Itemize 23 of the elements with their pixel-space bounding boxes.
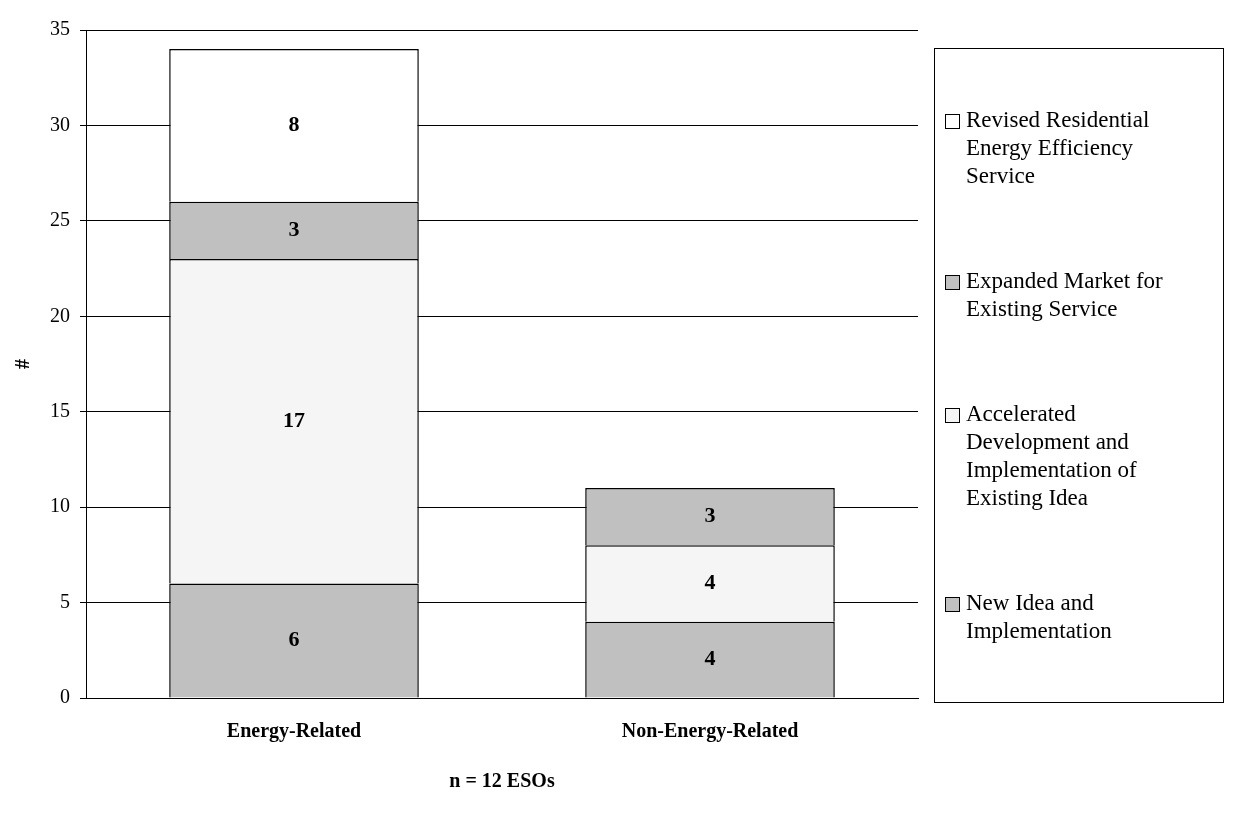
y-tick-label: 20 — [50, 303, 70, 326]
data-label: 4 — [704, 645, 716, 671]
y-tick-label: 30 — [50, 112, 70, 135]
y-tick-label: 25 — [50, 208, 70, 231]
data-label: 3 — [288, 216, 300, 242]
legend-label: Expanded Market for Existing Service — [966, 266, 1164, 323]
data-label: 6 — [288, 626, 300, 652]
y-tick-label: 15 — [50, 398, 70, 421]
data-label: 3 — [704, 502, 716, 528]
legend-label: New Idea and Implementation — [966, 589, 1113, 646]
y-tick-label: 10 — [50, 494, 70, 517]
text: Accelerated Development and Implementation of Existing Idea — [966, 400, 1138, 513]
y-axis-title: # — [11, 359, 34, 369]
x-axis-title: n = 12 ESOs — [449, 769, 555, 792]
x-tick-label: Energy-Related — [226, 719, 362, 743]
text: Revised Residential Energy Efficiency Service — [966, 105, 1151, 190]
x-tick-label: Non-Energy-Related — [621, 719, 799, 743]
data-label: 17 — [283, 406, 305, 432]
data-label: 4 — [704, 569, 716, 595]
y-tick-label: 5 — [60, 589, 70, 612]
y-tick-label: 35 — [50, 17, 70, 40]
y-tick-label: 0 — [60, 685, 70, 708]
data-label: 8 — [288, 111, 300, 137]
